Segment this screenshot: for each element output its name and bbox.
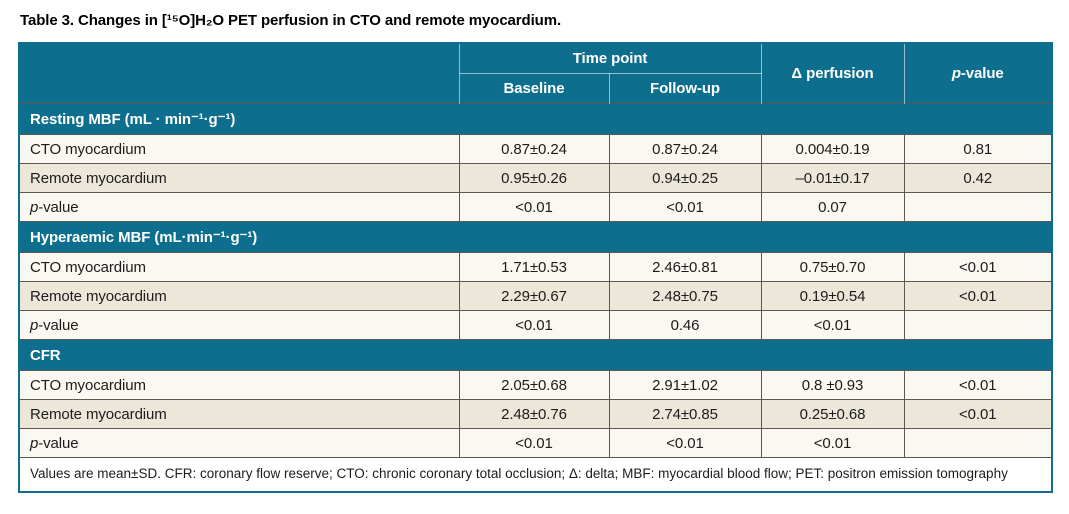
table-footer: Values are mean±SD. CFR: coronary flow r… <box>18 457 1053 493</box>
page: Table 3. Changes in [¹⁵O]H₂O PET perfusi… <box>18 12 1053 494</box>
cell-delta: 0.19±0.54 <box>760 281 905 311</box>
cell-pvalue: 0.81 <box>903 134 1053 164</box>
cell-followup: <0.01 <box>608 192 762 222</box>
cell-pvalue <box>903 428 1053 458</box>
cell-pvalue: <0.01 <box>903 399 1053 429</box>
header-time-point: Time point <box>459 43 762 74</box>
cell-delta: 0.07 <box>760 192 905 222</box>
cell-delta: <0.01 <box>760 310 905 340</box>
cell-followup: 2.91±1.02 <box>608 370 762 400</box>
header-followup: Follow-up <box>609 73 762 104</box>
header-p-value: p-value <box>904 43 1052 104</box>
cell-baseline: 1.71±0.53 <box>458 252 610 282</box>
cell-baseline: <0.01 <box>458 310 610 340</box>
cell-baseline: 2.48±0.76 <box>458 399 610 429</box>
cell-followup: 2.48±0.75 <box>608 281 762 311</box>
cell-pvalue: 0.42 <box>903 163 1053 193</box>
pet-perfusion-table: Time point Δ perfusion p-value Baseline … <box>18 42 1053 494</box>
header-corner-cell <box>19 43 460 104</box>
cell-delta: –0.01±0.17 <box>760 163 905 193</box>
row-label: Remote myocardium <box>18 163 460 193</box>
cell-followup: 2.74±0.85 <box>608 399 762 429</box>
section-heading: Resting MBF (mL · min⁻¹·g⁻¹) <box>19 103 1052 135</box>
table-row: p-value <0.01 <0.01 0.07 <box>18 192 1053 222</box>
cell-delta: <0.01 <box>760 428 905 458</box>
cell-baseline: <0.01 <box>458 428 610 458</box>
table-row: CTO myocardium 1.71±0.53 2.46±0.81 0.75±… <box>18 252 1053 282</box>
row-label: CTO myocardium <box>18 370 460 400</box>
row-label: Remote myocardium <box>18 281 460 311</box>
section-header-resting-mbf: Resting MBF (mL · min⁻¹·g⁻¹) <box>19 103 1052 135</box>
cell-pvalue: <0.01 <box>903 281 1053 311</box>
section-header-hyperaemic-mbf: Hyperaemic MBF (mL·min⁻¹·g⁻¹) <box>19 221 1052 253</box>
row-label: p-value <box>18 192 460 222</box>
cell-pvalue <box>903 310 1053 340</box>
row-label: Remote myocardium <box>18 399 460 429</box>
section-heading: CFR <box>19 339 1052 371</box>
cell-followup: 0.46 <box>608 310 762 340</box>
table-row: Remote myocardium 0.95±0.26 0.94±0.25 –0… <box>18 163 1053 193</box>
table-caption: Table 3. Changes in [¹⁵O]H₂O PET perfusi… <box>20 12 562 29</box>
table-row: Remote myocardium 2.29±0.67 2.48±0.75 0.… <box>18 281 1053 311</box>
header-baseline: Baseline <box>459 73 610 104</box>
row-label: p-value <box>18 428 460 458</box>
table-body: Resting MBF (mL · min⁻¹·g⁻¹) CTO myocard… <box>18 103 1053 458</box>
table-row: CTO myocardium 0.87±0.24 0.87±0.24 0.004… <box>18 134 1053 164</box>
row-label: CTO myocardium <box>18 134 460 164</box>
cell-pvalue <box>903 192 1053 222</box>
cell-delta: 0.75±0.70 <box>760 252 905 282</box>
cell-baseline: <0.01 <box>458 192 610 222</box>
table-header: Time point Δ perfusion p-value Baseline … <box>19 43 1052 104</box>
cell-followup: 2.46±0.81 <box>608 252 762 282</box>
section-heading: Hyperaemic MBF (mL·min⁻¹·g⁻¹) <box>19 221 1052 253</box>
table-row: p-value <0.01 <0.01 <0.01 <box>18 428 1053 458</box>
cell-delta: 0.8 ±0.93 <box>760 370 905 400</box>
row-label: CTO myocardium <box>18 252 460 282</box>
section-header-cfr: CFR <box>19 339 1052 371</box>
cell-baseline: 0.95±0.26 <box>458 163 610 193</box>
table-footnote: Values are mean±SD. CFR: coronary flow r… <box>18 457 1053 493</box>
cell-pvalue: <0.01 <box>903 252 1053 282</box>
cell-followup: 0.94±0.25 <box>608 163 762 193</box>
table-row: CTO myocardium 2.05±0.68 2.91±1.02 0.8 ±… <box>18 370 1053 400</box>
cell-baseline: 0.87±0.24 <box>458 134 610 164</box>
header-delta-perfusion: Δ perfusion <box>761 43 905 104</box>
cell-baseline: 2.05±0.68 <box>458 370 610 400</box>
cell-followup: <0.01 <box>608 428 762 458</box>
table-row: p-value <0.01 0.46 <0.01 <box>18 310 1053 340</box>
row-label: p-value <box>18 310 460 340</box>
table-row: Remote myocardium 2.48±0.76 2.74±0.85 0.… <box>18 399 1053 429</box>
cell-followup: 0.87±0.24 <box>608 134 762 164</box>
cell-baseline: 2.29±0.67 <box>458 281 610 311</box>
cell-delta: 0.004±0.19 <box>760 134 905 164</box>
cell-delta: 0.25±0.68 <box>760 399 905 429</box>
cell-pvalue: <0.01 <box>903 370 1053 400</box>
